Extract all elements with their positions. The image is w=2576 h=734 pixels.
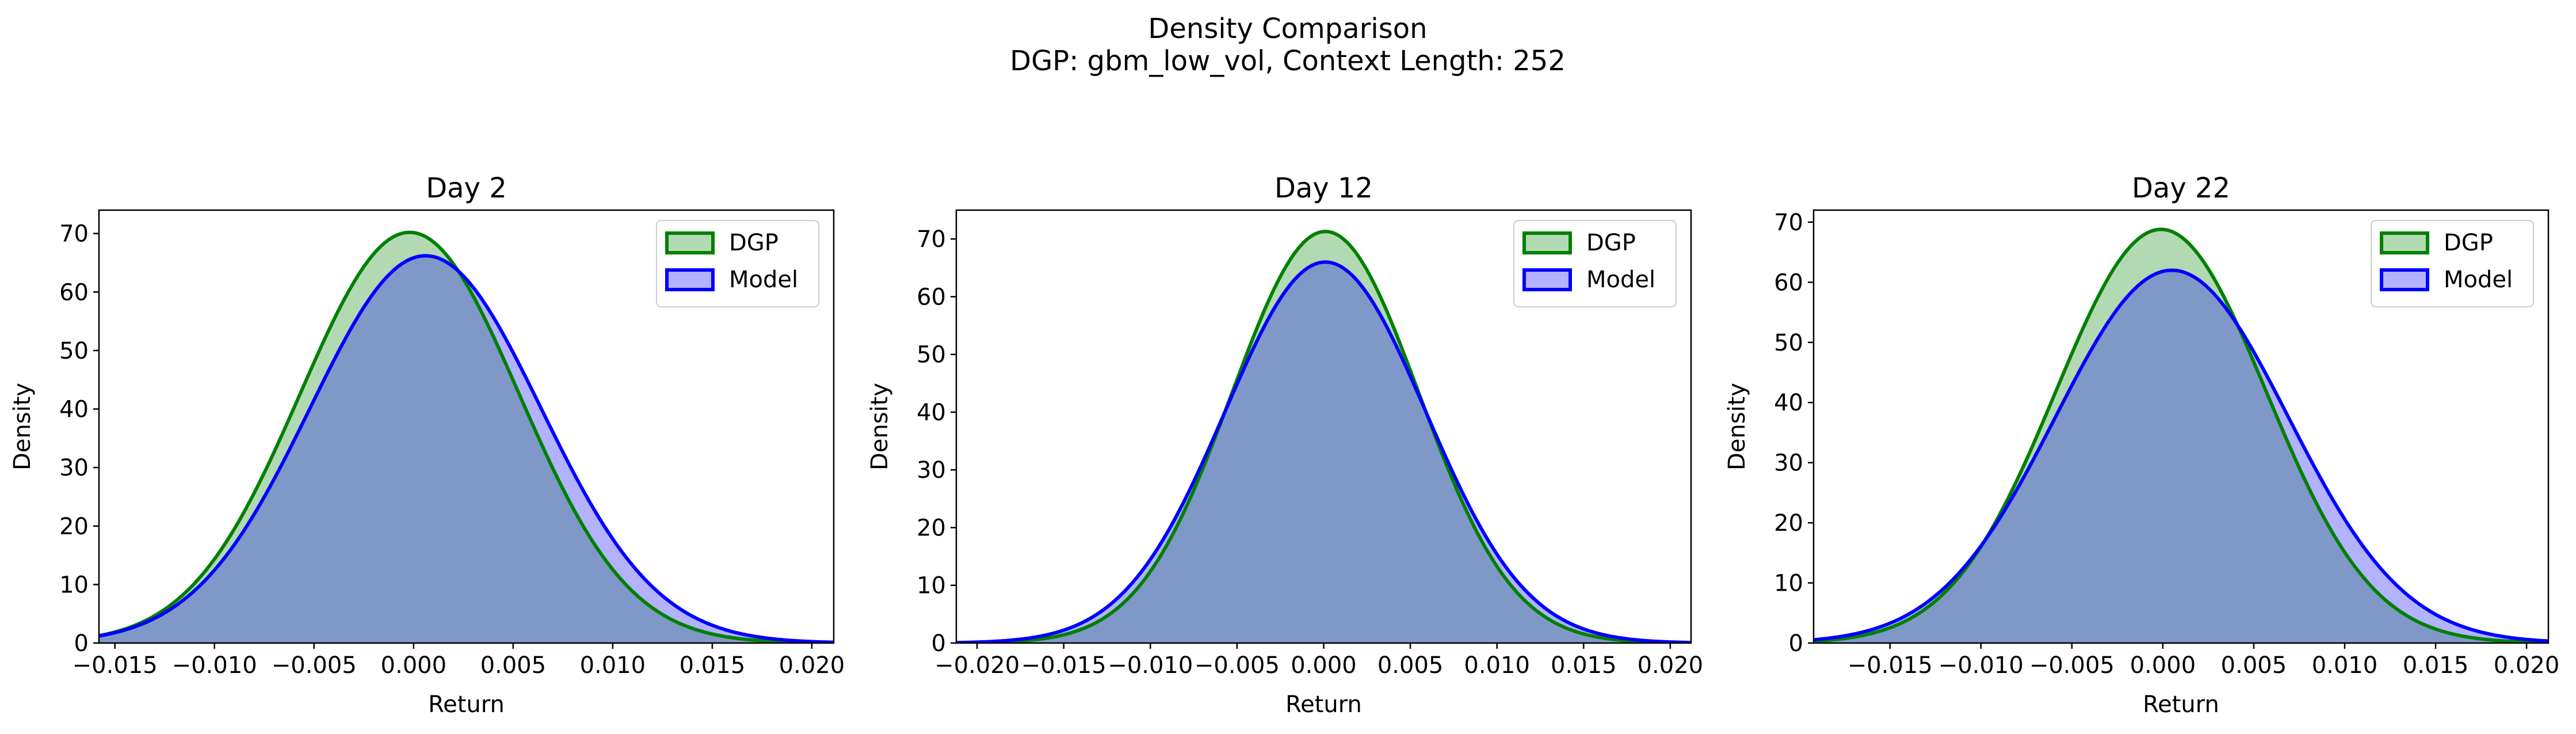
subplot-1-overlap-area <box>99 256 834 643</box>
subplot-2-xtick-label: 0.020 <box>1638 652 1704 679</box>
subplot-3: −0.015 −0.010 −0.005 0.000 0.005 0.010 0.015 0.… <box>1724 172 2559 718</box>
subplot-2: −0.020 −0.015 −0.010 −0.005 0.000 0.005 0.010 0… <box>867 172 1703 718</box>
subplot-1-ylabel: Density <box>9 383 36 470</box>
subplot-2-xtick-label: −0.010 <box>1108 652 1193 679</box>
subplot-3-ylabel: Density <box>1724 383 1750 470</box>
subplot-2-ytick-label: 70 <box>917 226 946 253</box>
subplot-2-overlap-area <box>956 262 1691 643</box>
subplot-1-xtick-label: 0.000 <box>381 652 447 679</box>
subplot-2-legend: DGP Model <box>1513 220 1677 307</box>
subplot-1-xtick-label: −0.010 <box>172 652 257 679</box>
subplot-1-ytick-label: 30 <box>59 455 89 481</box>
subplot-1-ytick-label: 0 <box>74 630 89 657</box>
subplot-1-xtick-label: −0.015 <box>72 652 158 679</box>
subplot-2-ytick-label: 0 <box>932 630 946 657</box>
subplot-2-legend-swatch-model <box>1522 268 1572 291</box>
subplot-2-xtick-label: 0.005 <box>1377 652 1444 679</box>
subplot-3-xtick-label: 0.010 <box>2312 652 2378 679</box>
subplot-3-ytick-label: 60 <box>1774 269 1803 296</box>
subplot-2-xtick-label: 0.015 <box>1551 652 1617 679</box>
subplot-3-xtick-label: −0.015 <box>1848 652 1933 679</box>
subplot-3-title: Day 22 <box>2132 172 2230 204</box>
subplot-2-legend-swatch-dgp <box>1522 231 1572 254</box>
subplot-1-ytick-label: 70 <box>59 221 89 248</box>
subplot-1-axes-frame <box>98 209 835 644</box>
subplot-1-legend-swatch-model <box>665 268 715 291</box>
subplot-3-xtick-label: 0.005 <box>2221 652 2287 679</box>
subplot-grid: −0.015 −0.010 −0.005 0.000 0.005 0.010 0.015 0.… <box>9 172 2559 718</box>
subplot-2-ytick-label: 40 <box>917 400 946 426</box>
figure-suptitle-line2: DGP: gbm_low_vol, Context Length: 252 <box>1010 45 1566 77</box>
subplot-2-xlabel: Return <box>1285 691 1362 718</box>
subplot-1-model-line <box>99 254 834 643</box>
subplot-2-xtick-label: −0.020 <box>934 652 1020 679</box>
subplot-3-ytick-label: 70 <box>1774 210 1803 236</box>
subplot-3-xtick-label: 0.015 <box>2403 652 2469 679</box>
subplot-3-xtick-label: −0.005 <box>2029 652 2115 679</box>
subplot-1-xtick-label: 0.015 <box>680 652 746 679</box>
subplot-3-axes-frame <box>1812 209 2550 644</box>
subplot-2-xtick-label: −0.015 <box>1021 652 1106 679</box>
subplot-3-ytick-label: 50 <box>1774 330 1803 356</box>
subplot-2-xtick-label: 0.010 <box>1464 652 1530 679</box>
subplot-1-ytick-label: 10 <box>59 572 89 598</box>
subplot-3-plot-area <box>1814 227 2548 643</box>
subplot-3-ytick-label: 40 <box>1774 390 1803 416</box>
subplot-1-legend-swatch-dgp <box>665 231 715 254</box>
subplot-3-legend-box <box>2371 220 2534 307</box>
subplot-1-xtick-label: −0.005 <box>272 652 357 679</box>
figure-suptitle-line1: Density Comparison <box>1148 13 1427 45</box>
subplot-3-ytick-label: 0 <box>1789 630 1803 657</box>
subplot-2-model-line <box>956 260 1691 643</box>
subplot-1-plot-area <box>99 230 834 643</box>
subplot-2-ytick-label: 10 <box>917 573 946 599</box>
subplot-3-xlabel: Return <box>2143 691 2219 718</box>
subplot-1-xlabel: Return <box>428 691 505 718</box>
subplot-1-ytick-label: 60 <box>59 279 89 306</box>
subplot-3-legend-label-model: Model <box>2444 267 2513 293</box>
subplot-3-xtick-label: 0.000 <box>2130 652 2196 679</box>
subplot-2-legend-label-model: Model <box>1586 267 1655 293</box>
subplot-2-ytick-label: 50 <box>917 342 946 368</box>
subplot-2-legend-label-dgp: DGP <box>1586 230 1636 256</box>
subplot-3-xtick-label: −0.010 <box>1938 652 2024 679</box>
subplot-3-xtick-label: 0.020 <box>2494 652 2560 679</box>
subplot-1-legend-box <box>656 220 819 307</box>
subplot-1-ytick-label: 20 <box>59 514 89 540</box>
subplot-3-ytick-label: 30 <box>1774 450 1803 477</box>
subplot-1-legend-label-dgp: DGP <box>729 230 778 256</box>
subplot-1-xtick-label: 0.020 <box>779 652 845 679</box>
subplot-2-ylabel: Density <box>867 383 893 470</box>
subplot-3-legend-swatch-model <box>2380 268 2429 291</box>
subplot-2-plot-area <box>956 230 1691 643</box>
subplot-1-xtick-label: 0.005 <box>480 652 547 679</box>
subplot-2-title: Day 12 <box>1274 172 1373 204</box>
subplot-2-xtick-label: 0.000 <box>1291 652 1357 679</box>
subplot-2-legend-box <box>1513 220 1677 307</box>
subplot-1-dgp-line <box>99 230 834 643</box>
subplot-2-xtick-label: −0.005 <box>1194 652 1280 679</box>
subplot-2-ytick-label: 20 <box>917 515 946 541</box>
subplot-1: −0.015 −0.010 −0.005 0.000 0.005 0.010 0.015 0.… <box>9 172 845 718</box>
subplot-3-legend-swatch-dgp <box>2380 231 2429 254</box>
subplot-1-legend-label-model: Model <box>729 267 798 293</box>
subplot-3-model-line <box>1814 268 2548 643</box>
subplot-1-legend: DGP Model <box>656 220 819 307</box>
subplot-3-overlap-area <box>1814 270 2548 643</box>
subplot-3-ytick-label: 10 <box>1774 571 1803 597</box>
subplot-1-ytick-label: 40 <box>59 397 89 423</box>
subplot-2-ytick-label: 60 <box>917 284 946 310</box>
subplot-2-ytick-label: 30 <box>917 457 946 484</box>
subplot-1-ytick-label: 50 <box>59 338 89 364</box>
subplot-2-dgp-line <box>956 230 1691 643</box>
subplot-1-xtick-label: 0.010 <box>580 652 646 679</box>
subplot-3-legend-label-dgp: DGP <box>2444 230 2493 256</box>
subplot-3-dgp-line <box>1814 227 2548 643</box>
subplot-1-title: Day 2 <box>426 172 507 204</box>
subplot-3-ytick-label: 20 <box>1774 510 1803 537</box>
subplot-3-legend: DGP Model <box>2371 220 2534 307</box>
